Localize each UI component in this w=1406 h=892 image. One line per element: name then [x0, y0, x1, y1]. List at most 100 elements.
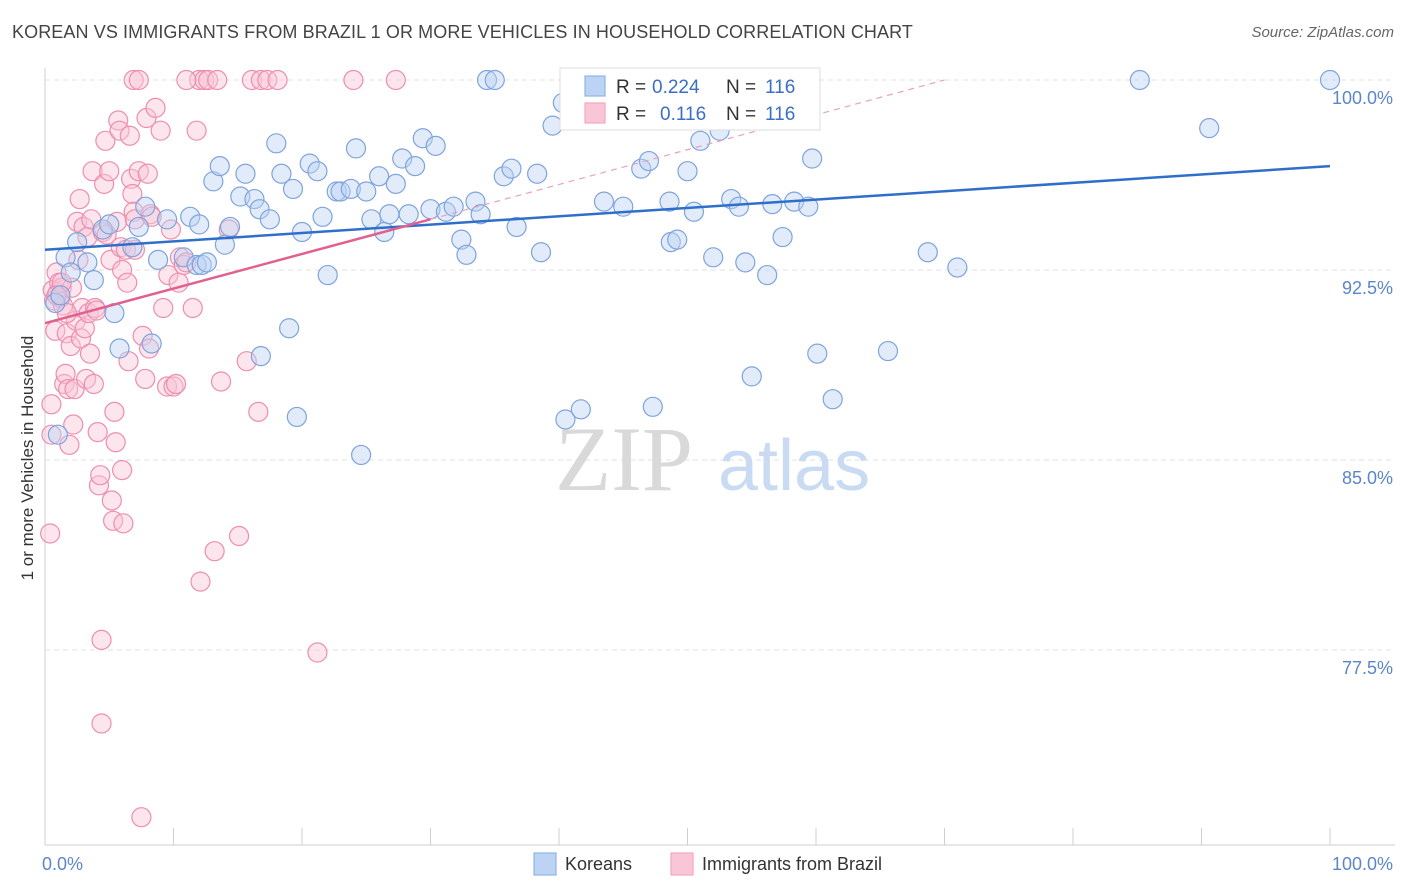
koreans-point-64	[456, 244, 477, 265]
koreans-point-37	[282, 178, 304, 200]
brazil-point-58	[111, 460, 133, 481]
koreans-point-88	[659, 191, 680, 212]
trend-line-koreans	[44, 164, 1331, 251]
koreans-point-12	[122, 237, 143, 258]
koreans-point-9	[99, 214, 120, 235]
brazil-point-110	[128, 69, 149, 91]
bottom-legend-label-brazil: Immigrants from Brazil	[702, 854, 882, 874]
brazil-point-17	[60, 335, 81, 357]
koreans-point-85	[638, 150, 660, 172]
koreans-point-55	[392, 148, 413, 169]
brazil-point-70	[131, 807, 152, 828]
koreans-point-78	[570, 399, 591, 420]
brazil-point-0	[40, 523, 61, 544]
koreans-point-53	[379, 204, 400, 225]
koreans-point-106	[807, 343, 828, 364]
koreans-point-66	[470, 204, 491, 225]
koreans-point-35	[271, 163, 292, 184]
koreans-point-104	[798, 196, 819, 217]
chart-title: KOREAN VS IMMIGRANTS FROM BRAZIL 1 OR MO…	[12, 22, 913, 42]
brazil-point-1	[41, 424, 62, 445]
koreans-point-94	[703, 247, 724, 268]
koreans-point-86	[642, 396, 663, 417]
koreans-point-51	[369, 166, 390, 187]
brazil-point-61	[117, 272, 138, 293]
brazil-point-25	[70, 328, 92, 349]
legend-r-value-koreans: 0.224	[652, 77, 700, 98]
brazil-point-34	[82, 161, 103, 182]
brazil-point-54	[108, 110, 129, 131]
brazil-point-59	[113, 513, 134, 534]
koreans-point-31	[249, 199, 270, 220]
koreans-point-29	[235, 163, 256, 184]
legend-n-value-koreans: 116	[765, 77, 795, 98]
koreans-point-65	[465, 191, 486, 212]
legend-n-label-brazil: N =	[726, 104, 756, 125]
koreans-point-97	[728, 196, 750, 217]
y-tick-label-1: 92.5%	[1342, 278, 1393, 298]
x-tick-label-max: 100.0%	[1332, 854, 1393, 874]
legend-r-label-brazil: R =	[616, 104, 646, 125]
koreans-point-47	[345, 138, 367, 159]
brazil-point-24	[69, 188, 90, 210]
koreans-point-63	[451, 229, 472, 250]
legend-swatch-koreans	[584, 75, 606, 97]
trend-line-brazil	[44, 218, 431, 325]
koreans-point-36	[279, 318, 300, 339]
brazil-point-19	[63, 414, 84, 435]
koreans-point-98	[735, 252, 756, 273]
koreans-point-38	[286, 406, 307, 428]
koreans-point-22	[191, 254, 212, 276]
legend-r-label-koreans: R =	[616, 77, 646, 98]
brazil-point-41	[91, 629, 112, 650]
koreans-point-90	[667, 229, 688, 250]
koreans-point-73	[530, 242, 552, 263]
brazil-point-45	[95, 130, 116, 151]
brazil-point-39	[88, 475, 110, 496]
brazil-point-93	[190, 571, 211, 592]
brazil-point-111	[176, 69, 197, 91]
brazil-point-96	[204, 541, 225, 562]
koreans-point-27	[219, 216, 241, 238]
brazil-point-106	[307, 642, 328, 663]
koreans-point-34	[266, 133, 287, 154]
koreans-point-17	[156, 209, 178, 230]
brazil-point-44	[94, 173, 115, 194]
koreans-point-21	[189, 214, 210, 235]
koreans-point-2	[50, 285, 71, 306]
koreans-point-11	[109, 338, 130, 359]
x-tick-label-min: 0.0%	[42, 854, 83, 874]
koreans-point-102	[772, 226, 793, 248]
y-axis-label: 1 or more Vehicles in Household	[18, 336, 37, 581]
koreans-point-71	[506, 216, 527, 238]
brazil-point-32	[79, 343, 101, 364]
brazil-point-40	[90, 465, 111, 486]
series-immigrants-from-brazil-points	[40, 69, 406, 828]
y-tick-label-3: 77.5%	[1342, 658, 1393, 678]
x-tick-labels: 0.0% 100.0%	[42, 854, 1393, 874]
brazil-point-57	[111, 259, 133, 281]
brazil-point-109	[123, 69, 144, 91]
y-tick-label-2: 85.0%	[1342, 468, 1393, 488]
koreans-point-109	[917, 242, 938, 263]
watermark-zip: ZIP	[555, 408, 693, 510]
koreans-point-92	[683, 201, 705, 222]
brazil-point-90	[182, 297, 203, 319]
legend-bottom: Koreans Immigrants from Brazil	[533, 852, 882, 876]
koreans-point-68	[484, 69, 505, 91]
koreans-point-101	[762, 194, 783, 215]
brazil-point-55	[109, 120, 130, 141]
koreans-point-6	[77, 252, 98, 273]
koreans-point-80	[593, 191, 615, 212]
brazil-point-2	[41, 394, 62, 415]
legend-n-label-koreans: N =	[726, 77, 756, 98]
koreans-point-67	[476, 69, 498, 91]
brazil-point-82	[158, 264, 179, 286]
trend-layer	[44, 79, 1331, 325]
legend-swatch-brazil	[584, 102, 606, 124]
brazil-point-99	[228, 525, 250, 547]
koreans-point-93	[690, 130, 711, 151]
koreans-point-60	[425, 135, 446, 156]
koreans-point-58	[412, 128, 433, 149]
bottom-legend-swatch-brazil	[670, 852, 694, 876]
